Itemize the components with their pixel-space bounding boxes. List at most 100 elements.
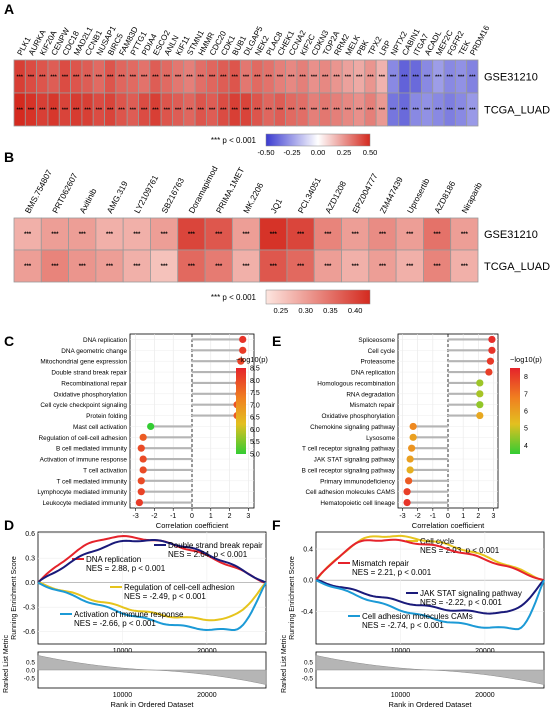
significance-mark: *** (152, 108, 159, 114)
significance-mark: *** (106, 232, 114, 238)
y-tick-label: 0.0 (303, 578, 313, 585)
colorbar-tick: 0.00 (311, 148, 326, 157)
category-label: Mitochondrial gene expression (40, 359, 127, 366)
significance-mark: *** (51, 232, 59, 238)
column-label: PCI.34051 (296, 175, 323, 215)
category-label: Cell cycle (368, 348, 396, 355)
category-label: B cell mediated immunity (56, 446, 128, 453)
category-label: Cell adhesion molecules CAMS (305, 489, 395, 496)
significance-mark: *** (215, 264, 223, 270)
significance-mark: *** (352, 232, 360, 238)
y-tick-label: -0.3 (23, 605, 35, 612)
significance-mark: *** (62, 75, 69, 81)
category-label: DNA geometric change (61, 348, 127, 355)
heatmap-cell (68, 249, 97, 283)
significance-mark: *** (461, 232, 469, 238)
series-label: Cell adhesion molecules CAMs (362, 612, 473, 621)
series-stat: NES = 2.88, p < 0.001 (86, 564, 166, 573)
significance-mark: *** (270, 232, 278, 238)
significance-mark: *** (130, 108, 137, 114)
lollipop-point (409, 433, 417, 441)
colorbar-tick: 0.40 (348, 306, 363, 315)
column-label: ZM447439 (377, 175, 405, 215)
x-tick-label: 0 (190, 513, 194, 520)
significance-mark: *** (324, 264, 332, 270)
significance-mark: *** (161, 264, 169, 270)
significance-mark: *** (231, 75, 238, 81)
lollipop-point (476, 379, 484, 387)
heatmap-cell (395, 249, 424, 283)
significance-mark: *** (242, 232, 250, 238)
lollipop-point (486, 357, 495, 365)
lollipop-point (137, 488, 145, 496)
panel-label-a: A (4, 1, 14, 17)
y-axis-label: Running Enrichment Score (289, 556, 296, 640)
significance-mark: *** (215, 232, 223, 238)
x-axis-label: Correlation coefficient (412, 521, 485, 530)
significance-mark: *** (73, 108, 80, 114)
metric-tick-label: 0.0 (304, 668, 313, 675)
category-label: Oxidative phosphorylation (53, 391, 127, 398)
significance-mark: *** (265, 108, 272, 114)
heatmap-cell (450, 249, 479, 283)
x-tick-label: 3 (492, 513, 496, 520)
significance-mark: *** (413, 75, 420, 81)
significance-mark: *** (254, 75, 261, 81)
x-tick-label: -3 (133, 513, 139, 520)
y-tick-label: -0.4 (301, 609, 313, 616)
significance-mark: *** (39, 108, 46, 114)
significance-mark: *** (434, 264, 442, 270)
significance-mark: *** (198, 108, 205, 114)
category-label: Leukocyte mediated immunity (42, 500, 127, 507)
significance-mark: *** (84, 75, 91, 81)
ranked-metric-area (37, 655, 267, 685)
significance-mark: *** (16, 108, 23, 114)
y-tick-label: 0.0 (25, 580, 35, 587)
panel-c-lollipop: -3 -2 -1 0 1 2 3 DNA replication DNA geometric c… (37, 333, 268, 530)
x-tick-label: -2 (415, 513, 421, 520)
legend-tick: 5 (524, 426, 528, 433)
category-label: DNA replication (83, 337, 127, 344)
lollipop-point (485, 368, 493, 376)
category-label: Cell cycle checkpoint signaling (40, 402, 127, 409)
y-tick-label: 0.4 (303, 547, 313, 554)
heatmap-cell (341, 249, 370, 283)
significance-mark: *** (311, 75, 318, 81)
lollipop-point (135, 498, 143, 507)
legend-colorbar (510, 368, 520, 454)
column-label: BMS.754807 (23, 168, 55, 215)
category-label: Homologous recombination (317, 380, 395, 387)
significance-mark: *** (24, 264, 32, 270)
significance-mark: *** (277, 75, 284, 81)
series-label: Cell cycle (420, 537, 455, 546)
legend-tick: 4 (524, 443, 528, 450)
significance-mark: *** (345, 108, 352, 114)
significance-mark: *** (379, 232, 387, 238)
heatmap-cell (122, 249, 151, 283)
significance-mark: *** (152, 75, 159, 81)
significance-mark: *** (130, 75, 137, 81)
significance-mark: *** (345, 75, 352, 81)
lollipop-point (139, 455, 147, 463)
legend-tick: 7.5 (250, 390, 260, 397)
significance-mark: *** (299, 75, 306, 81)
heatmap-cell (313, 249, 342, 283)
significance-mark: *** (28, 108, 35, 114)
significance-mark: *** (446, 75, 453, 81)
heatmap-cell (177, 217, 206, 251)
significance-mark: *** (175, 75, 182, 81)
lollipop-point (139, 466, 147, 474)
lollipop-point (476, 411, 484, 420)
category-label: Recombinational repair (61, 380, 128, 387)
significance-mark: *** (469, 108, 476, 114)
column-label: JQ1 (268, 196, 284, 214)
significance-mark: *** (198, 75, 205, 81)
column-label: Uprosertib (405, 176, 432, 215)
lollipop-point (239, 346, 247, 354)
series-stat: NES = -2.66, p < 0.001 (74, 619, 156, 628)
lollipop-point (237, 357, 245, 365)
column-label: SB216763 (159, 176, 186, 215)
es-curve (37, 581, 267, 632)
significance-mark: *** (254, 108, 261, 114)
